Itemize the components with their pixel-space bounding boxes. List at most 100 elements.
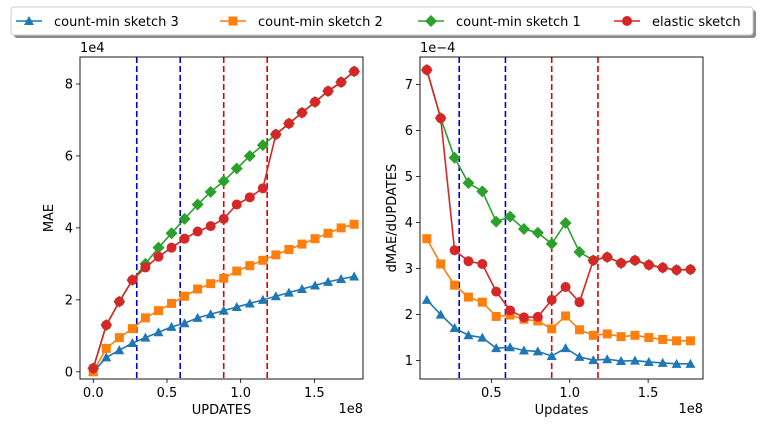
y-tick-label: 6 xyxy=(65,149,73,164)
point-count-min-sketch-3 xyxy=(463,330,474,340)
point-count-min-sketch-3 xyxy=(310,280,321,290)
y-axis-label: dMAE/dUPDATES xyxy=(385,164,400,273)
point-count-min-sketch-1 xyxy=(559,217,572,230)
point-count-min-sketch-2 xyxy=(561,311,571,321)
point-count-min-sketch-3 xyxy=(101,352,112,362)
point-elastic-sketch xyxy=(166,242,177,253)
point-count-min-sketch-2 xyxy=(685,336,695,346)
y-axis-label: MAE xyxy=(42,204,57,232)
y-offset-label: 1e−4 xyxy=(420,41,455,56)
series-line-elastic-sketch xyxy=(426,69,691,319)
point-elastic-sketch xyxy=(560,282,571,292)
point-elastic-sketch xyxy=(257,183,268,194)
legend-label-count-min-sketch-2: count-min sketch 2 xyxy=(258,15,383,30)
point-count-min-sketch-3 xyxy=(477,332,488,342)
point-count-min-sketch-1 xyxy=(191,198,204,211)
point-elastic-sketch xyxy=(602,252,613,263)
point-elastic-sketch xyxy=(657,262,668,273)
point-count-min-sketch-3 xyxy=(218,305,229,315)
point-count-min-sketch-3 xyxy=(505,342,516,352)
point-count-min-sketch-3 xyxy=(560,343,571,353)
point-count-min-sketch-2 xyxy=(127,324,137,334)
x-tick-label: 0.5 xyxy=(157,386,178,401)
y-tick-label: 8 xyxy=(65,77,73,92)
point-count-min-sketch-3 xyxy=(140,332,151,342)
point-elastic-sketch xyxy=(505,305,516,316)
point-count-min-sketch-2 xyxy=(574,325,584,335)
mae-chart: 0.0 0.5 1.0 1.5 0 2 4 6 8 1e4 1e8 UPDATES MAE xyxy=(42,41,364,418)
point-elastic-sketch xyxy=(449,245,460,256)
point-count-min-sketch-2 xyxy=(180,291,190,301)
point-count-min-sketch-3 xyxy=(296,284,307,294)
point-count-min-sketch-2 xyxy=(547,324,557,334)
point-elastic-sketch xyxy=(231,199,242,210)
x-tick-label: 0.5 xyxy=(481,386,502,401)
point-elastic-sketch xyxy=(616,258,627,269)
point-count-min-sketch-2 xyxy=(630,330,640,340)
point-count-min-sketch-1 xyxy=(165,227,178,240)
point-elastic-sketch xyxy=(179,233,190,244)
point-count-min-sketch-2 xyxy=(245,261,255,271)
point-count-min-sketch-3 xyxy=(616,356,627,366)
point-elastic-sketch xyxy=(532,311,543,322)
point-count-min-sketch-2 xyxy=(491,311,501,321)
legend-label-elastic-sketch: elastic sketch xyxy=(652,15,741,30)
point-count-min-sketch-1 xyxy=(204,185,217,198)
point-count-min-sketch-2 xyxy=(232,266,242,276)
point-count-min-sketch-3 xyxy=(127,338,138,348)
point-count-min-sketch-2 xyxy=(193,284,203,294)
point-elastic-sketch xyxy=(101,320,112,331)
y-tick-label: 4 xyxy=(405,216,413,231)
point-count-min-sketch-1 xyxy=(504,210,517,223)
x-tick-label: 1.0 xyxy=(230,386,251,401)
x-tick-label: 1.5 xyxy=(304,386,325,401)
point-count-min-sketch-2 xyxy=(644,333,654,343)
point-count-min-sketch-3 xyxy=(421,294,432,304)
x-tick-label: 0.0 xyxy=(83,386,104,401)
point-count-min-sketch-1 xyxy=(152,241,165,254)
point-count-min-sketch-1 xyxy=(476,185,489,198)
point-count-min-sketch-2 xyxy=(310,234,320,244)
point-count-min-sketch-1 xyxy=(545,237,558,250)
point-elastic-sketch xyxy=(629,255,640,266)
point-elastic-sketch xyxy=(643,259,654,270)
point-count-min-sketch-3 xyxy=(588,355,599,365)
point-count-min-sketch-3 xyxy=(283,287,294,297)
point-elastic-sketch xyxy=(205,221,216,232)
y-tick-label: 3 xyxy=(405,262,413,277)
point-count-min-sketch-2 xyxy=(101,343,111,353)
series-line-count-min-sketch-1 xyxy=(426,69,691,271)
x-axis-label: Updates xyxy=(535,403,589,418)
point-elastic-sketch xyxy=(671,264,682,275)
derivative-chart: 0.5 1.0 1.5 1 2 3 4 5 6 7 1e−4 1e8 Updates dMAE/dUPDA… xyxy=(385,41,704,418)
point-elastic-sketch xyxy=(477,259,488,269)
legend-marker-elastic-sketch xyxy=(622,16,632,26)
y-tick-label: 2 xyxy=(65,293,73,308)
plot-area xyxy=(420,57,697,379)
point-count-min-sketch-3 xyxy=(602,354,613,364)
point-count-min-sketch-3 xyxy=(166,321,177,331)
point-count-min-sketch-1 xyxy=(256,139,269,152)
legend-label-count-min-sketch-1: count-min sketch 1 xyxy=(456,15,581,30)
legend: count-min sketch 3 count-min sketch 2 coun… xyxy=(10,6,756,38)
point-count-min-sketch-3 xyxy=(643,356,654,366)
point-elastic-sketch xyxy=(310,96,321,107)
point-count-min-sketch-2 xyxy=(258,255,268,265)
point-elastic-sketch xyxy=(192,226,203,237)
point-count-min-sketch-1 xyxy=(178,212,191,225)
plot-frame xyxy=(79,56,364,380)
point-count-min-sketch-3 xyxy=(518,345,529,355)
point-count-min-sketch-2 xyxy=(323,228,333,238)
point-count-min-sketch-3 xyxy=(323,276,334,286)
point-count-min-sketch-3 xyxy=(270,291,281,301)
point-elastic-sketch xyxy=(296,107,307,118)
point-count-min-sketch-2 xyxy=(297,239,307,249)
point-count-min-sketch-3 xyxy=(491,343,502,353)
y-offset-label: 1e4 xyxy=(80,41,105,56)
point-count-min-sketch-1 xyxy=(490,215,503,228)
point-count-min-sketch-2 xyxy=(206,279,216,289)
point-elastic-sketch xyxy=(323,86,334,97)
x-tick-label: 1.0 xyxy=(559,386,580,401)
point-count-min-sketch-3 xyxy=(629,355,640,365)
series-line-count-min-sketch-3 xyxy=(426,299,691,365)
